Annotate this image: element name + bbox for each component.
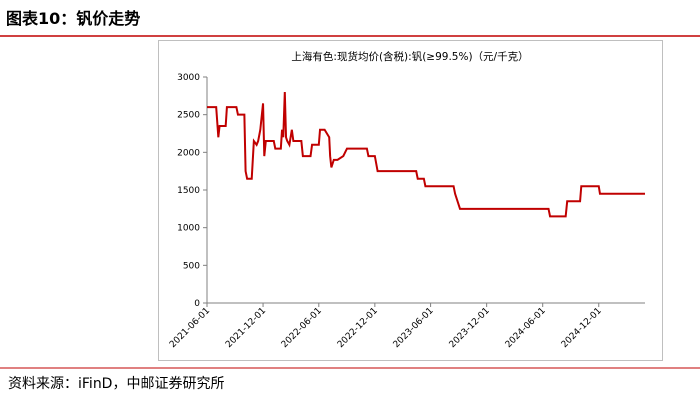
x-tick-label: 2021-06-01 [168,306,212,350]
x-tick-label: 2021-12-01 [224,306,268,350]
y-tick-label: 2500 [177,111,200,121]
x-tick-label: 2024-12-01 [560,306,604,350]
chart-frame [158,40,663,361]
y-tick-label: 1000 [177,224,200,234]
x-tick-label: 2023-12-01 [448,306,492,350]
source-note: 资料来源：iFinD，中邮证券研究所 [8,376,224,392]
y-tick-label: 500 [183,261,200,271]
price-line [207,92,645,218]
x-tick-label: 2024-06-01 [504,306,548,350]
x-tick-label: 2022-12-01 [336,306,380,350]
y-tick-label: 0 [194,299,200,309]
y-tick-label: 2000 [177,148,200,158]
y-tick-label: 1500 [177,186,200,196]
figure-title: 图表10：钒价走势 [6,9,140,28]
chart-title: 上海有色:现货均价(含税):钒(≥99.5%)（元/千克） [291,50,528,63]
x-tick-label: 2023-06-01 [392,306,436,350]
x-tick-label: 2022-06-01 [280,306,324,350]
y-tick-label: 3000 [177,73,200,83]
